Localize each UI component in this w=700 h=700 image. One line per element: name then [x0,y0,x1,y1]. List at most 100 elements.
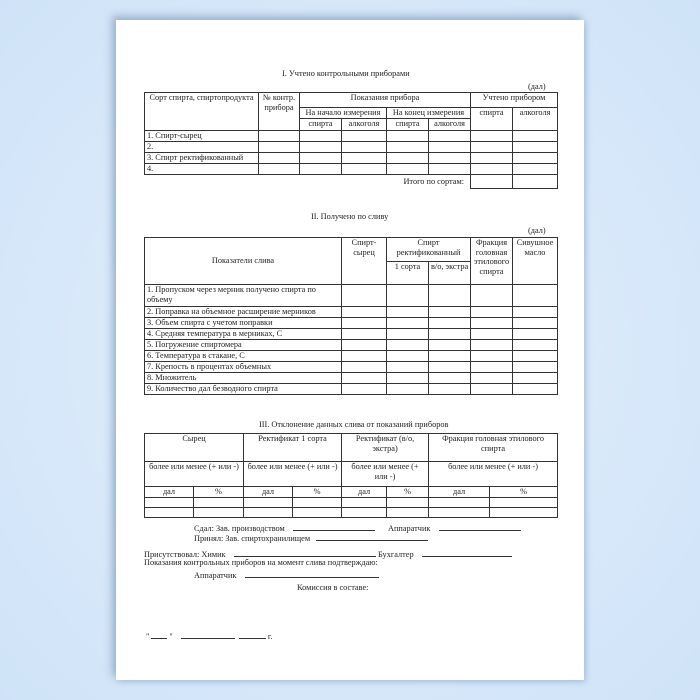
empty-cell[interactable] [386,383,429,395]
accountant-signature-field[interactable] [421,548,512,557]
empty-cell[interactable] [299,151,342,164]
empty-cell[interactable] [428,350,471,362]
empty-cell[interactable] [512,350,558,362]
empty-cell[interactable] [512,328,558,340]
empty-cell[interactable] [341,372,387,384]
empty-cell[interactable] [470,306,513,318]
empty-cell[interactable] [427,140,472,153]
empty-cell[interactable] [470,339,513,351]
empty-cell[interactable] [386,328,429,340]
empty-cell[interactable] [428,372,471,384]
empty-cell[interactable] [386,162,429,175]
empty-cell[interactable] [386,506,430,518]
empty-cell[interactable] [341,496,388,508]
empty-cell[interactable] [470,129,514,142]
empty-cell[interactable] [386,317,429,329]
handed-signature-field[interactable] [292,522,375,531]
total-alcohol-cell[interactable] [512,173,559,189]
empty-cell[interactable] [512,140,559,153]
empty-cell[interactable] [427,151,472,164]
empty-cell[interactable] [512,339,558,351]
empty-cell[interactable] [341,162,387,175]
empty-cell[interactable] [512,306,558,318]
empty-cell[interactable] [258,140,300,153]
empty-cell[interactable] [428,317,471,329]
empty-cell[interactable] [299,140,342,153]
empty-cell[interactable] [512,317,558,329]
empty-cell[interactable] [243,506,294,518]
empty-cell[interactable] [470,140,514,153]
empty-cell[interactable] [470,162,514,175]
empty-cell[interactable] [144,496,194,508]
empty-cell[interactable] [428,339,471,351]
empty-cell[interactable] [512,372,558,384]
empty-cell[interactable] [341,140,387,153]
empty-cell[interactable] [386,284,429,307]
empty-cell[interactable] [258,151,300,164]
empty-cell[interactable] [428,496,491,508]
empty-cell[interactable] [512,361,558,373]
empty-cell[interactable] [341,328,387,340]
chemist-signature-field[interactable] [233,548,376,557]
empty-cell[interactable] [428,306,471,318]
empty-cell[interactable] [386,372,429,384]
empty-cell[interactable] [428,328,471,340]
year-field[interactable] [238,630,266,639]
empty-cell[interactable] [470,361,513,373]
empty-cell[interactable] [470,383,513,395]
empty-cell[interactable] [470,372,513,384]
empty-cell[interactable] [470,151,514,164]
empty-cell[interactable] [512,383,558,395]
empty-cell[interactable] [428,383,471,395]
empty-cell[interactable] [386,350,429,362]
empty-cell[interactable] [386,306,429,318]
empty-cell[interactable] [512,151,559,164]
empty-cell[interactable] [341,339,387,351]
empty-cell[interactable] [341,284,387,307]
empty-cell[interactable] [258,129,300,142]
empty-cell[interactable] [144,506,194,518]
empty-cell[interactable] [192,506,245,518]
empty-cell[interactable] [428,506,491,518]
empty-cell[interactable] [470,284,513,307]
empty-cell[interactable] [489,496,559,508]
empty-cell[interactable] [341,129,387,142]
empty-cell[interactable] [512,129,559,142]
empty-cell[interactable] [428,284,471,307]
empty-cell[interactable] [341,361,387,373]
empty-cell[interactable] [292,506,343,518]
empty-cell[interactable] [386,151,429,164]
empty-cell[interactable] [292,496,343,508]
empty-cell[interactable] [427,129,472,142]
empty-cell[interactable] [386,361,429,373]
empty-cell[interactable] [341,306,387,318]
empty-cell[interactable] [427,162,472,175]
empty-cell[interactable] [386,129,429,142]
operator2-signature-field[interactable] [244,569,379,578]
empty-cell[interactable] [386,339,429,351]
empty-cell[interactable] [192,496,245,508]
empty-cell[interactable] [386,140,429,153]
empty-cell[interactable] [470,328,513,340]
empty-cell[interactable] [489,506,559,518]
empty-cell[interactable] [299,162,342,175]
empty-cell[interactable] [470,317,513,329]
empty-cell[interactable] [341,383,387,395]
empty-cell[interactable] [258,162,300,175]
empty-cell[interactable] [341,506,388,518]
empty-cell[interactable] [470,350,513,362]
total-spirit-cell[interactable] [470,173,514,189]
empty-cell[interactable] [243,496,294,508]
empty-cell[interactable] [341,350,387,362]
operator-signature-field[interactable] [438,522,521,531]
empty-cell[interactable] [299,129,342,142]
empty-cell[interactable] [512,284,558,307]
day-field[interactable] [151,630,168,639]
empty-cell[interactable] [386,496,430,508]
empty-cell[interactable] [341,317,387,329]
empty-cell[interactable] [341,151,387,164]
month-field[interactable] [180,630,235,639]
received-signature-field[interactable] [316,532,429,541]
empty-cell[interactable] [512,162,559,175]
empty-cell[interactable] [428,361,471,373]
